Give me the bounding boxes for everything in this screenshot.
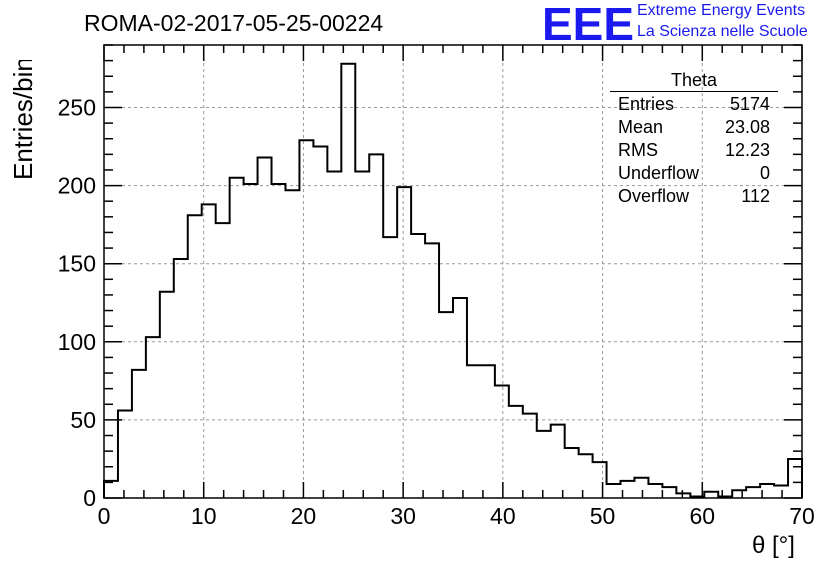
histogram-bin bbox=[537, 431, 551, 498]
y-tick-label: 0 bbox=[83, 485, 96, 511]
histogram-bin bbox=[313, 147, 327, 498]
stats-box: Theta Entries 5174 Mean 23.08 RMS 12.23 … bbox=[610, 70, 778, 208]
stats-title: Theta bbox=[670, 70, 718, 90]
histogram-layer bbox=[103, 62, 803, 498]
y-tick-label: 200 bbox=[58, 173, 96, 199]
grid-layer bbox=[104, 45, 802, 498]
histogram-bin bbox=[132, 370, 146, 498]
histogram-bin bbox=[230, 178, 244, 498]
histogram-bin bbox=[648, 484, 662, 498]
x-axis-title: θ [°] bbox=[752, 532, 795, 559]
histogram-bin bbox=[439, 312, 453, 498]
stats-value: 5174 bbox=[729, 94, 770, 114]
logo-subtitle-line2: La Scienza nelle Scuole bbox=[637, 23, 808, 40]
histogram-bin bbox=[383, 237, 397, 498]
y-tick-label: 150 bbox=[58, 251, 96, 277]
histogram-bin bbox=[579, 454, 593, 498]
histogram-bin bbox=[397, 187, 411, 498]
histogram-outline bbox=[103, 62, 803, 498]
stats-value: 23.08 bbox=[724, 117, 770, 137]
eee-logo-letters: EEE bbox=[542, 2, 634, 44]
histogram-bin bbox=[202, 204, 216, 498]
histogram-bin bbox=[355, 172, 369, 498]
histogram-bin bbox=[523, 414, 537, 498]
run-title: ROMA-02-2017-05-25-00224 bbox=[84, 10, 384, 36]
stats-divider bbox=[610, 91, 778, 92]
histogram-bin bbox=[481, 365, 495, 498]
histogram-bin bbox=[188, 215, 202, 498]
stats-row-underflow: Underflow 0 bbox=[610, 162, 778, 185]
stats-value: 12.23 bbox=[724, 140, 770, 160]
tick-labels: 0 10 20 30 40 50 60 70 0 50 100 150 200 250 bbox=[58, 94, 815, 529]
y-tick-label: 100 bbox=[58, 329, 96, 355]
histogram-bin bbox=[746, 487, 760, 498]
histogram-bin bbox=[634, 478, 648, 498]
histogram-bin bbox=[607, 484, 621, 498]
stats-row-mean: Mean 23.08 bbox=[610, 116, 778, 139]
eee-logo: EEE bbox=[542, 2, 634, 44]
stats-label: Overflow bbox=[618, 186, 690, 206]
stats-row-rms: RMS 12.23 bbox=[610, 139, 778, 162]
stats-row-overflow: Overflow 112 bbox=[610, 185, 778, 208]
y-tick-label: 50 bbox=[70, 407, 96, 433]
histogram-bin bbox=[593, 462, 607, 498]
stats-value: 112 bbox=[741, 186, 770, 206]
logo-subtitle-line1: Extreme Energy Events bbox=[637, 2, 806, 19]
histogram-bin bbox=[495, 386, 509, 498]
histogram-bin bbox=[299, 140, 313, 498]
histogram-bin bbox=[425, 243, 439, 498]
x-tick-label: 60 bbox=[689, 503, 715, 529]
histogram-bin bbox=[118, 411, 132, 498]
x-tick-label: 70 bbox=[789, 503, 815, 529]
histogram-bin bbox=[104, 481, 118, 498]
stats-label: Entries bbox=[618, 94, 675, 114]
y-tick-label: 250 bbox=[58, 94, 96, 120]
plot-border bbox=[103, 44, 803, 499]
histogram-bin bbox=[244, 184, 258, 498]
tick-marks bbox=[103, 44, 803, 499]
stats-label: Mean bbox=[618, 117, 664, 137]
histogram-bin bbox=[369, 154, 383, 498]
x-tick-label: 50 bbox=[590, 503, 616, 529]
x-tick-label: 40 bbox=[490, 503, 516, 529]
histogram-bin bbox=[160, 292, 174, 498]
stats-label: Underflow bbox=[618, 163, 700, 183]
x-tick-label: 0 bbox=[98, 503, 111, 529]
histogram-bin bbox=[146, 337, 160, 498]
x-tick-label: 20 bbox=[291, 503, 317, 529]
plot-frame bbox=[103, 44, 803, 499]
histogram-bin bbox=[341, 64, 355, 498]
histogram-bin bbox=[327, 172, 341, 498]
histogram-bin bbox=[551, 425, 565, 498]
histogram-bin bbox=[216, 223, 230, 498]
histogram-bin bbox=[467, 365, 481, 498]
y-axis-title-text: Entries/bin bbox=[8, 60, 38, 180]
histogram-bin bbox=[509, 406, 523, 498]
histogram-bin bbox=[258, 157, 272, 498]
histogram-bin bbox=[788, 459, 802, 498]
histogram-bin bbox=[732, 490, 746, 498]
x-tick-label: 10 bbox=[191, 503, 217, 529]
histogram-bin bbox=[774, 486, 788, 498]
histogram-bin bbox=[272, 184, 286, 498]
y-axis-title: Entries/bin bbox=[8, 60, 38, 180]
stats-value: 0 bbox=[759, 163, 770, 183]
stats-label: RMS bbox=[618, 140, 658, 160]
histogram-bin bbox=[411, 234, 425, 498]
stats-row-entries: Entries 5174 bbox=[610, 93, 778, 116]
histogram-bin bbox=[285, 190, 299, 498]
histogram-bin bbox=[662, 487, 676, 498]
histogram-bin bbox=[565, 448, 579, 498]
x-tick-label: 30 bbox=[390, 503, 416, 529]
histogram-bin bbox=[453, 298, 467, 498]
histogram-bin bbox=[174, 259, 188, 498]
